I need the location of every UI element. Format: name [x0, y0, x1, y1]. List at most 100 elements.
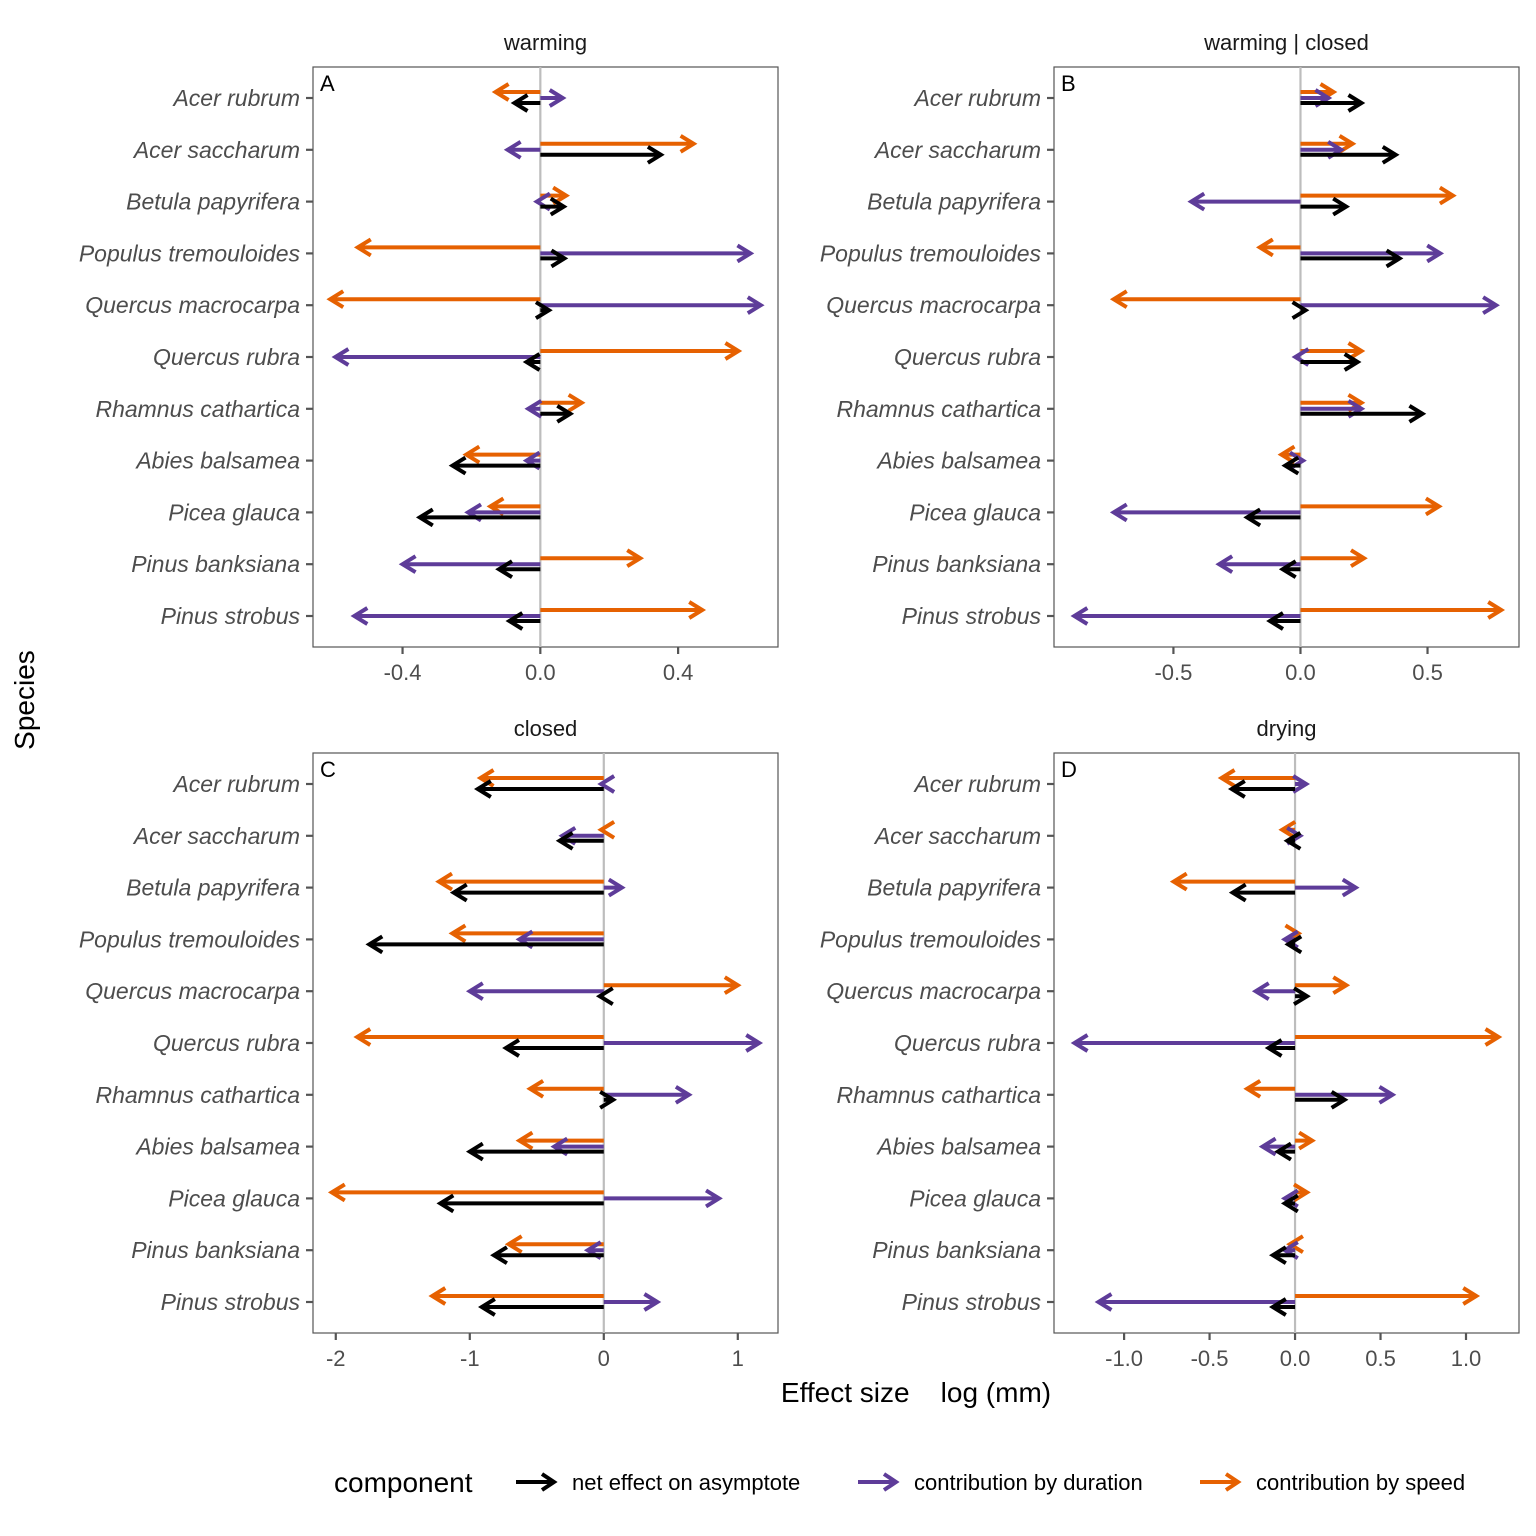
arrow-duration — [540, 295, 765, 315]
y-tick-label: Pinus banksiana — [872, 551, 1041, 577]
arrow-net — [415, 507, 541, 528]
arrow-duration — [1187, 191, 1301, 212]
arrow-net — [522, 352, 541, 372]
legend-label: contribution by duration — [914, 1470, 1143, 1495]
y-tick-label: Populus tremouloides — [79, 240, 301, 266]
arrow-duration — [540, 88, 567, 108]
arrow-speed — [462, 444, 541, 465]
arrow-speed — [1295, 975, 1351, 995]
y-tick-label: Abies balsamea — [134, 448, 300, 474]
arrow-net — [436, 1193, 604, 1214]
arrow-speed — [1295, 1130, 1316, 1151]
arrow-net — [1291, 300, 1310, 320]
y-tick-label: Acer saccharum — [873, 823, 1041, 849]
legend-title: component — [334, 1467, 473, 1498]
y-tick-label: Rhamnus cathartica — [836, 396, 1041, 422]
arrow-net — [1300, 196, 1351, 217]
arrow-net — [490, 1245, 604, 1265]
arrow-net — [449, 882, 604, 903]
x-tick-label: 0.4 — [663, 660, 694, 685]
arrow-net — [1280, 1193, 1299, 1214]
y-tick-label: Pinus banksiana — [872, 1237, 1041, 1263]
panel-title: closed — [514, 716, 578, 741]
x-tick-label: -0.5 — [1154, 660, 1192, 685]
arrow-net — [540, 404, 575, 424]
x-tick-label: 0 — [598, 1346, 610, 1371]
arrow-net — [1228, 882, 1296, 903]
y-tick-label: Rhamnus cathartica — [836, 1082, 1041, 1108]
arrow-net — [540, 196, 568, 217]
panel-d: drying D Acer rubrum Acer saccharum Betula p… — [820, 716, 1520, 1371]
x-tick-label: 1.0 — [1451, 1346, 1482, 1371]
legend-item-speed: contribution by speed — [1200, 1470, 1465, 1495]
arrow-duration — [1070, 606, 1301, 626]
panel-tag: C — [320, 757, 336, 782]
arrow-duration — [398, 554, 541, 574]
arrow-speed — [1256, 237, 1301, 258]
arrow-duration — [1109, 502, 1301, 523]
legend-label: net effect on asymptote — [572, 1470, 800, 1495]
y-tick-label: Quercus macrocarpa — [826, 978, 1041, 1004]
y-tick-label: Pinus strobus — [161, 1289, 301, 1315]
arrow-net — [1227, 779, 1296, 799]
arrow-duration — [1215, 554, 1301, 574]
arrow-net — [540, 248, 569, 269]
panel-a: warming A Acer rubrum Acer saccharum Betula … — [79, 30, 779, 685]
y-tick-label: Acer saccharum — [873, 137, 1041, 163]
arrow-speed — [491, 82, 541, 102]
y-tick-label: Populus tremouloides — [820, 926, 1042, 952]
arrow-speed — [1300, 185, 1457, 206]
y-tick-label: Populus tremouloides — [820, 240, 1042, 266]
arrow-net — [1269, 1297, 1296, 1317]
y-tick-label: Picea glauca — [168, 499, 300, 525]
arrow-duration — [1251, 981, 1296, 1001]
arrow-net — [1264, 1038, 1296, 1058]
arrow-duration — [603, 1292, 662, 1312]
arrow-net — [1269, 1245, 1296, 1265]
arrow-speed — [353, 1027, 604, 1047]
arrow-net — [474, 779, 604, 799]
arrow-duration — [1300, 243, 1445, 264]
arrow-duration — [540, 243, 755, 264]
arrow-duration — [503, 140, 541, 160]
y-tick-label: Abies balsamea — [875, 1134, 1041, 1160]
arrow-net — [478, 1297, 604, 1317]
arrow-net — [595, 986, 614, 1006]
arrow-net — [1292, 986, 1311, 1006]
arrow-speed — [1300, 496, 1443, 517]
y-tick-label: Acer rubrum — [912, 771, 1041, 797]
arrow-duration — [1292, 774, 1310, 794]
arrow-speed — [1300, 341, 1366, 361]
arrow-speed — [428, 1286, 604, 1306]
y-tick-label: Picea glauca — [168, 1185, 300, 1211]
arrow-net — [495, 559, 541, 579]
y-tick-label: Betula papyrifera — [867, 875, 1041, 901]
arrow-net — [599, 1090, 617, 1110]
arrow-speed — [435, 871, 604, 892]
arrow-net — [1300, 352, 1362, 372]
legend: component net effect on asymptote contrib… — [334, 1467, 1465, 1498]
arrow-net — [505, 611, 541, 631]
y-tick-label: Betula papyrifera — [126, 189, 300, 215]
arrow-net — [365, 934, 604, 955]
panel-title: drying — [1257, 716, 1317, 741]
arrow-speed — [540, 600, 707, 620]
arrow-net — [1278, 559, 1301, 579]
x-tick-label: 0.5 — [1412, 660, 1443, 685]
x-tick-label: 0.0 — [1280, 1346, 1311, 1371]
arrow-net — [1266, 611, 1301, 631]
arrow-speed — [1300, 548, 1368, 568]
y-tick-label: Abies balsamea — [875, 448, 1041, 474]
arrow-duration — [603, 1188, 723, 1209]
arrow-net — [1243, 507, 1301, 528]
arrow-net — [1300, 93, 1366, 113]
y-tick-label: Pinus strobus — [902, 1289, 1042, 1315]
arrow-net — [510, 93, 541, 113]
arrow-speed — [326, 289, 541, 309]
arrow-speed — [1169, 871, 1296, 892]
panel-title: warming | closed — [1203, 30, 1369, 55]
arrow-speed — [540, 548, 645, 568]
arrow-speed — [1217, 768, 1296, 788]
arrow-duration — [603, 1085, 693, 1105]
arrow-duration — [1070, 1033, 1296, 1053]
